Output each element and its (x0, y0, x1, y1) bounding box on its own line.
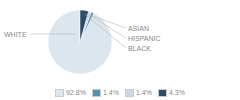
svg-text:BLACK: BLACK (128, 45, 151, 52)
html-text:1.4%: 1.4% (135, 89, 152, 96)
html-text:1.4%: 1.4% (103, 89, 119, 96)
html-text:92.8%: 92.8% (66, 89, 86, 96)
svg-text:ASIAN: ASIAN (128, 25, 149, 32)
html-text:4.3%: 4.3% (168, 89, 185, 96)
svg-text:HISPANIC: HISPANIC (128, 35, 161, 42)
svg-text:WHITE: WHITE (8, 31, 27, 38)
